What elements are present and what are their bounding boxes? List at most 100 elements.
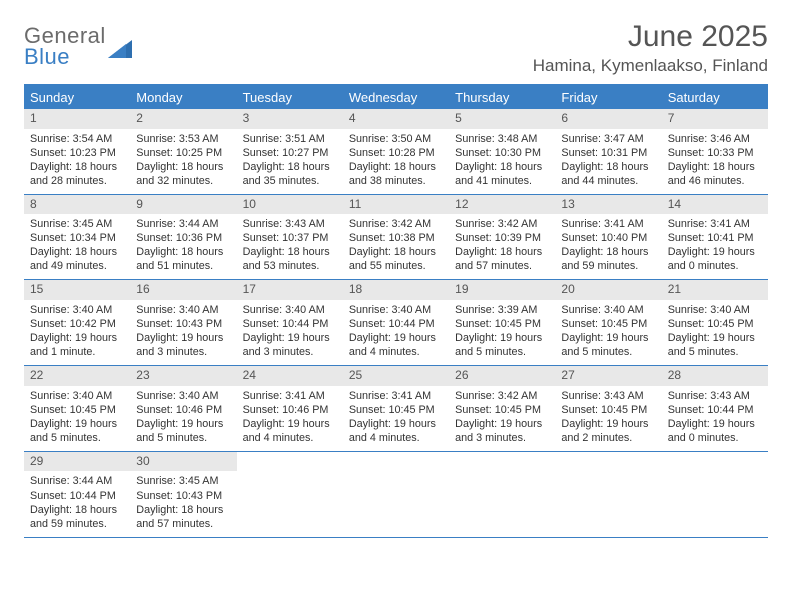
daylight-text: Daylight: 19 hours and 5 minutes. xyxy=(136,417,230,445)
sunrise-text: Sunrise: 3:40 AM xyxy=(349,303,443,317)
day-body: Sunrise: 3:54 AMSunset: 10:23 PMDaylight… xyxy=(24,129,130,194)
daylight-text: Daylight: 19 hours and 5 minutes. xyxy=(668,331,762,359)
day-cell: 2Sunrise: 3:53 AMSunset: 10:25 PMDayligh… xyxy=(130,109,236,194)
daylight-text: Daylight: 18 hours and 51 minutes. xyxy=(136,245,230,273)
day-number: 29 xyxy=(24,452,130,472)
day-cell: 18Sunrise: 3:40 AMSunset: 10:44 PMDaylig… xyxy=(343,280,449,365)
day-cell: 17Sunrise: 3:40 AMSunset: 10:44 PMDaylig… xyxy=(237,280,343,365)
sunset-text: Sunset: 10:34 PM xyxy=(30,231,124,245)
day-number: 13 xyxy=(555,195,661,215)
sunset-text: Sunset: 10:27 PM xyxy=(243,146,337,160)
day-number: 11 xyxy=(343,195,449,215)
day-number: 23 xyxy=(130,366,236,386)
day-number xyxy=(662,452,768,472)
sunrise-text: Sunrise: 3:48 AM xyxy=(455,132,549,146)
day-number: 16 xyxy=(130,280,236,300)
sunrise-text: Sunrise: 3:40 AM xyxy=(136,303,230,317)
sunset-text: Sunset: 10:30 PM xyxy=(455,146,549,160)
logo: General Blue xyxy=(24,26,132,68)
sunrise-text: Sunrise: 3:42 AM xyxy=(349,217,443,231)
daylight-text: Daylight: 18 hours and 49 minutes. xyxy=(30,245,124,273)
daylight-text: Daylight: 18 hours and 53 minutes. xyxy=(243,245,337,273)
sunrise-text: Sunrise: 3:39 AM xyxy=(455,303,549,317)
day-cell: 19 Sunrise: 3:39 AMSunset: 10:45 PMDaylig… xyxy=(449,280,555,365)
day-number: 17 xyxy=(237,280,343,300)
sunset-text: Sunset: 10:46 PM xyxy=(136,403,230,417)
day-cell: 15 Sunrise: 3:40 AMSunset: 10:42 PMDaylig… xyxy=(24,280,130,365)
day-cell xyxy=(449,452,555,537)
day-cell: 12Sunrise: 3:42 AMSunset: 10:39 PMDaylig… xyxy=(449,195,555,280)
logo-word-blue: Blue xyxy=(24,44,70,69)
day-number: 19 xyxy=(449,280,555,300)
logo-text: General Blue xyxy=(24,26,106,68)
day-cell: 3Sunrise: 3:51 AMSunset: 10:27 PMDayligh… xyxy=(237,109,343,194)
day-body: Sunrise: 3:41 AMSunset: 10:41 PMDaylight… xyxy=(662,214,768,279)
sunset-text: Sunset: 10:44 PM xyxy=(668,403,762,417)
day-body: Sunrise: 3:42 AMSunset: 10:38 PMDaylight… xyxy=(343,214,449,279)
day-cell: 8Sunrise: 3:45 AMSunset: 10:34 PMDayligh… xyxy=(24,195,130,280)
sunset-text: Sunset: 10:45 PM xyxy=(668,317,762,331)
weekday-header: Saturday xyxy=(662,86,768,109)
daylight-text: Daylight: 19 hours and 5 minutes. xyxy=(455,331,549,359)
day-cell: 11Sunrise: 3:42 AMSunset: 10:38 PMDaylig… xyxy=(343,195,449,280)
day-cell: 7Sunrise: 3:46 AMSunset: 10:33 PMDayligh… xyxy=(662,109,768,194)
sunrise-text: Sunrise: 3:40 AM xyxy=(30,303,124,317)
sunrise-text: Sunrise: 3:54 AM xyxy=(30,132,124,146)
weekday-header: Wednesday xyxy=(343,86,449,109)
sunrise-text: Sunrise: 3:44 AM xyxy=(136,217,230,231)
sunset-text: Sunset: 10:25 PM xyxy=(136,146,230,160)
sunset-text: Sunset: 10:33 PM xyxy=(668,146,762,160)
daylight-text: Daylight: 19 hours and 1 minute. xyxy=(30,331,124,359)
header: General Blue June 2025 Hamina, Kymenlaak… xyxy=(24,20,768,76)
day-number: 3 xyxy=(237,109,343,129)
location-text: Hamina, Kymenlaakso, Finland xyxy=(533,56,768,76)
week-row: 1Sunrise: 3:54 AMSunset: 10:23 PMDayligh… xyxy=(24,109,768,195)
day-body: Sunrise: 3:40 AMSunset: 10:46 PMDaylight… xyxy=(130,386,236,451)
sunrise-text: Sunrise: 3:45 AM xyxy=(136,474,230,488)
sunset-text: Sunset: 10:44 PM xyxy=(243,317,337,331)
sunrise-text: Sunrise: 3:51 AM xyxy=(243,132,337,146)
sunrise-text: Sunrise: 3:43 AM xyxy=(561,389,655,403)
daylight-text: Daylight: 18 hours and 38 minutes. xyxy=(349,160,443,188)
day-number: 10 xyxy=(237,195,343,215)
day-body: Sunrise: 3:42 AMSunset: 10:39 PMDaylight… xyxy=(449,214,555,279)
day-cell xyxy=(343,452,449,537)
day-number: 14 xyxy=(662,195,768,215)
day-number: 6 xyxy=(555,109,661,129)
weekday-header: Sunday xyxy=(24,86,130,109)
sunrise-text: Sunrise: 3:41 AM xyxy=(243,389,337,403)
day-cell: 22Sunrise: 3:40 AMSunset: 10:45 PMDaylig… xyxy=(24,366,130,451)
sunrise-text: Sunrise: 3:42 AM xyxy=(455,389,549,403)
day-body: Sunrise: 3:40 AMSunset: 10:44 PMDaylight… xyxy=(343,300,449,365)
sunrise-text: Sunrise: 3:47 AM xyxy=(561,132,655,146)
month-title: June 2025 xyxy=(533,20,768,54)
sunset-text: Sunset: 10:45 PM xyxy=(455,317,549,331)
sunset-text: Sunset: 10:42 PM xyxy=(30,317,124,331)
day-body: Sunrise: 3:41 AMSunset: 10:45 PMDaylight… xyxy=(343,386,449,451)
day-cell: 21Sunrise: 3:40 AMSunset: 10:45 PMDaylig… xyxy=(662,280,768,365)
day-number xyxy=(449,452,555,472)
day-number: 1 xyxy=(24,109,130,129)
day-cell: 4Sunrise: 3:50 AMSunset: 10:28 PMDayligh… xyxy=(343,109,449,194)
weekday-header: Friday xyxy=(555,86,661,109)
day-cell: 20Sunrise: 3:40 AMSunset: 10:45 PMDaylig… xyxy=(555,280,661,365)
weekday-header: Monday xyxy=(130,86,236,109)
day-body: Sunrise: 3:51 AMSunset: 10:27 PMDaylight… xyxy=(237,129,343,194)
daylight-text: Daylight: 18 hours and 32 minutes. xyxy=(136,160,230,188)
daylight-text: Daylight: 19 hours and 4 minutes. xyxy=(349,331,443,359)
day-body: Sunrise: 3:48 AMSunset: 10:30 PMDaylight… xyxy=(449,129,555,194)
day-number: 22 xyxy=(24,366,130,386)
sunrise-text: Sunrise: 3:40 AM xyxy=(243,303,337,317)
day-number xyxy=(343,452,449,472)
daylight-text: Daylight: 19 hours and 4 minutes. xyxy=(243,417,337,445)
daylight-text: Daylight: 18 hours and 28 minutes. xyxy=(30,160,124,188)
sunrise-text: Sunrise: 3:41 AM xyxy=(349,389,443,403)
day-number: 15 xyxy=(24,280,130,300)
day-body: Sunrise: 3:47 AMSunset: 10:31 PMDaylight… xyxy=(555,129,661,194)
day-body: Sunrise: 3:43 AMSunset: 10:45 PMDaylight… xyxy=(555,386,661,451)
week-row: 8Sunrise: 3:45 AMSunset: 10:34 PMDayligh… xyxy=(24,195,768,281)
day-body: Sunrise: 3:44 AMSunset: 10:36 PMDaylight… xyxy=(130,214,236,279)
day-number: 21 xyxy=(662,280,768,300)
logo-triangle-icon xyxy=(108,36,132,58)
daylight-text: Daylight: 18 hours and 59 minutes. xyxy=(30,503,124,531)
